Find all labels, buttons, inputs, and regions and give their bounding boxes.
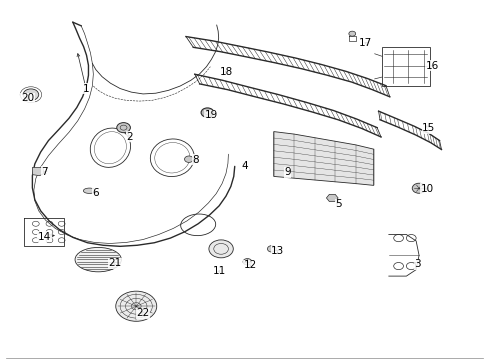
Text: 3: 3 xyxy=(413,259,420,269)
Circle shape xyxy=(243,258,251,265)
Ellipse shape xyxy=(83,188,95,193)
Circle shape xyxy=(411,183,425,193)
Ellipse shape xyxy=(75,247,121,272)
Text: 7: 7 xyxy=(41,167,48,177)
Text: 16: 16 xyxy=(425,61,438,71)
Bar xyxy=(381,47,429,86)
Text: 9: 9 xyxy=(284,167,290,177)
Text: 14: 14 xyxy=(38,232,51,242)
Polygon shape xyxy=(32,167,43,176)
Text: 15: 15 xyxy=(421,123,434,133)
Text: 5: 5 xyxy=(335,199,341,210)
Text: 19: 19 xyxy=(204,111,218,121)
Text: 12: 12 xyxy=(243,260,257,270)
Text: 4: 4 xyxy=(241,161,247,171)
Circle shape xyxy=(267,246,276,252)
Circle shape xyxy=(208,240,233,258)
Text: 1: 1 xyxy=(82,84,89,94)
Circle shape xyxy=(116,291,157,321)
Polygon shape xyxy=(326,194,337,202)
Text: 2: 2 xyxy=(126,132,133,142)
Polygon shape xyxy=(273,132,373,185)
Text: 8: 8 xyxy=(192,155,199,165)
Text: 10: 10 xyxy=(420,184,433,194)
Text: 21: 21 xyxy=(108,258,122,268)
Text: 6: 6 xyxy=(92,188,99,198)
Text: 17: 17 xyxy=(358,38,371,48)
Circle shape xyxy=(23,89,39,100)
Text: 20: 20 xyxy=(21,93,34,103)
Circle shape xyxy=(184,156,193,162)
Circle shape xyxy=(117,123,130,133)
Circle shape xyxy=(348,31,355,36)
Text: 18: 18 xyxy=(219,67,232,77)
Text: 13: 13 xyxy=(270,246,284,256)
Text: 11: 11 xyxy=(212,266,225,276)
Text: 22: 22 xyxy=(136,309,149,318)
Circle shape xyxy=(201,108,213,117)
